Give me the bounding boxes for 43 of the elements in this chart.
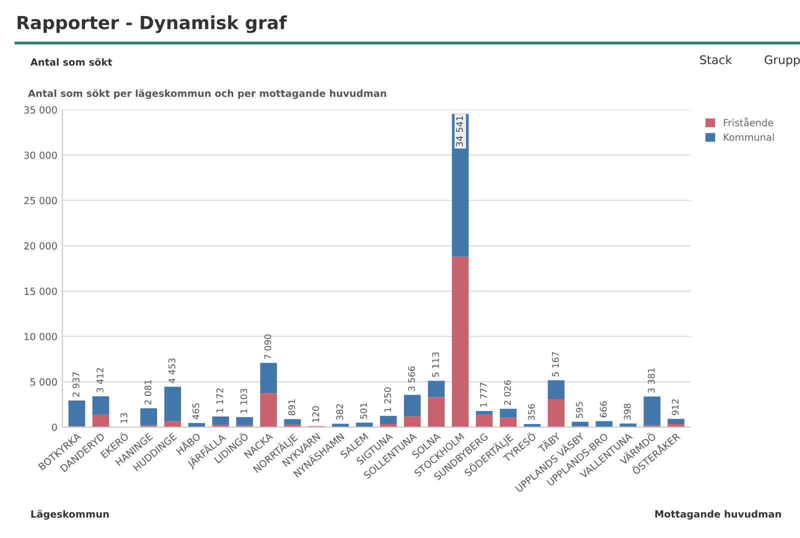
total-label: 120 <box>312 406 320 422</box>
total-label: 356 <box>528 404 535 420</box>
y-tick-label: 15 000 <box>24 288 57 295</box>
total-label: 501 <box>360 403 368 419</box>
y-tick-label: 25 000 <box>24 196 57 204</box>
total-label: 891 <box>288 400 296 416</box>
y-tick-label: 35 000 <box>24 106 57 114</box>
total-label: 398 <box>624 404 631 420</box>
total-label: 3 412 <box>96 368 104 392</box>
total-label: 1 172 <box>216 388 224 412</box>
total-label: 3 566 <box>408 366 415 391</box>
total-label: 595 <box>576 402 583 418</box>
y-tick-label: 30 000 <box>24 152 57 159</box>
total-label: 1 250 <box>384 387 392 412</box>
total-label: 2 081 <box>144 380 152 404</box>
y-tick-label: 0 <box>52 424 57 432</box>
chart-subtitle: Antal som sökt per lägeskommun och per mottagande huvudman <box>28 89 386 99</box>
text: Mottagande huvudman <box>655 510 781 520</box>
y-tick-label: 20 000 <box>24 242 57 250</box>
total-label: 382 <box>336 404 344 420</box>
total-label: 5 167 <box>552 352 559 376</box>
total-label: 2 026 <box>504 380 511 405</box>
total-label: 912 <box>672 399 679 416</box>
legend-label: Kommunal <box>724 133 774 141</box>
text: Stack <box>700 55 732 64</box>
total-label: 666 <box>600 401 607 418</box>
text: Lägeskommun <box>31 510 109 520</box>
total-label: 13 <box>120 413 128 423</box>
text: Grupp <box>764 55 800 67</box>
chart-title: Rapporter - Dynamisk graf <box>18 15 287 34</box>
total-label: 5 113 <box>432 352 439 377</box>
total-label: 3 381 <box>648 368 655 393</box>
text: Antal som sökt <box>30 58 112 66</box>
y-tick-label: 10 000 <box>24 332 57 340</box>
total-label: 4 453 <box>168 358 176 384</box>
total-label: 465 <box>192 403 200 420</box>
y-tick-label: 5 000 <box>30 378 57 386</box>
total-label: 34 541 <box>456 116 463 146</box>
total-label: 1 103 <box>240 388 248 414</box>
total-label: 2 937 <box>72 372 80 397</box>
total-label: 7 090 <box>264 334 272 359</box>
total-label: 1 777 <box>480 382 487 407</box>
legend-label: Fristående <box>724 118 774 126</box>
